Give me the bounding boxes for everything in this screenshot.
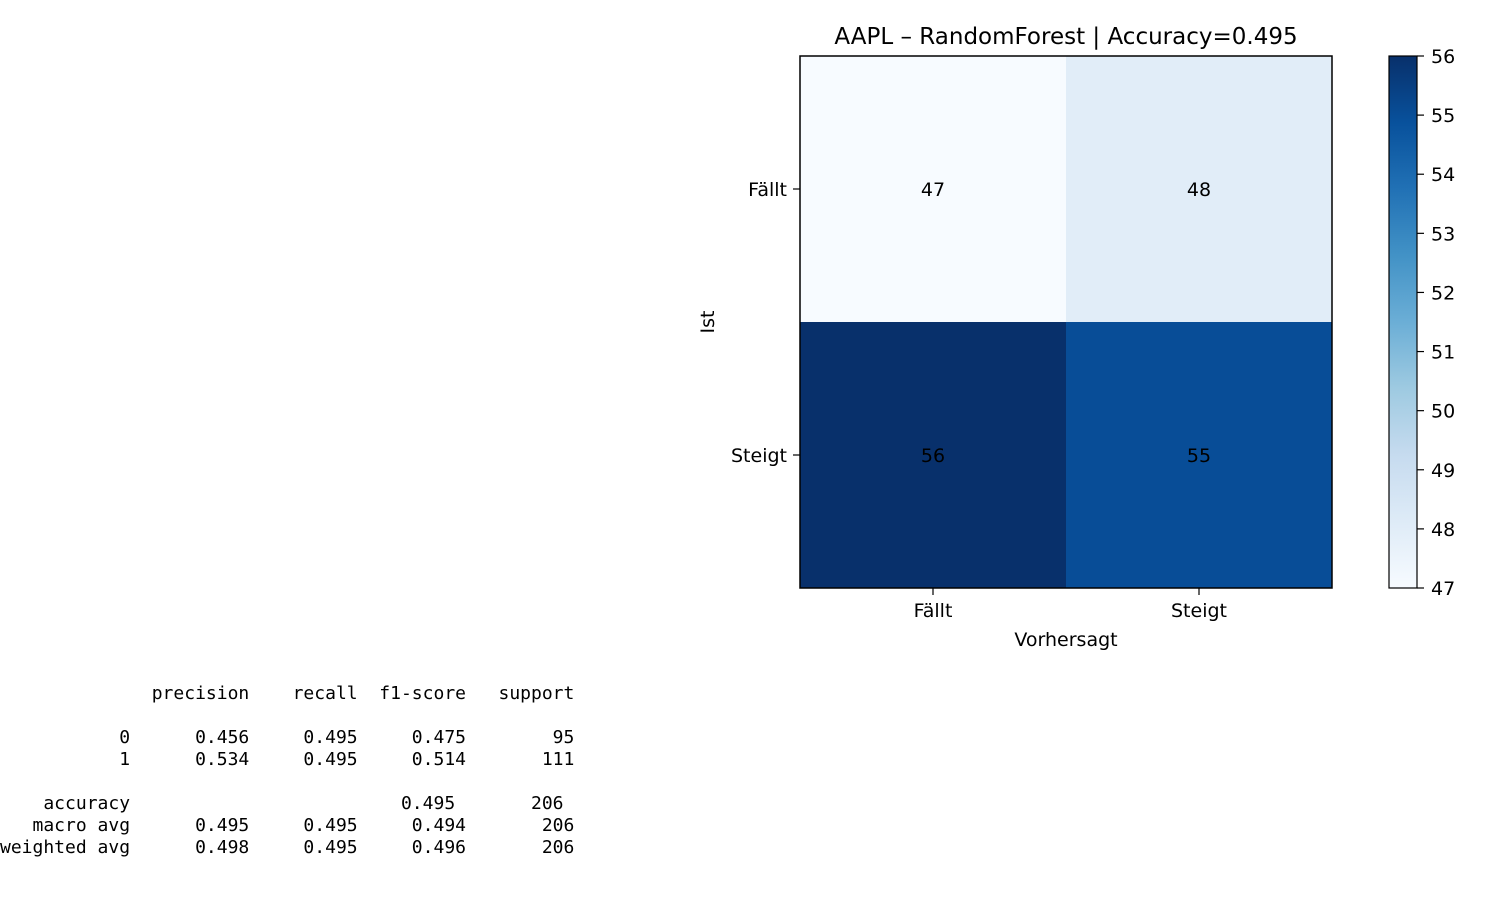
heatmap-cell [1066,56,1332,322]
colorbar-tick-label: 56 [1431,46,1455,68]
colorbar-ticks: 47 48 49 50 51 52 53 54 55 56 [1417,46,1455,600]
cell-value-label: 55 [1187,445,1211,467]
heatmap-frame [799,55,1333,589]
y-tick-label: Fällt [748,179,787,201]
report-line: macro avg 0.495 0.495 0.494 206 [0,815,575,836]
colorbar-tick-label: 54 [1431,164,1455,186]
colorbar-tick-label: 55 [1431,105,1455,127]
y-tick-label: Steigt [731,445,787,467]
report-line: 0 0.456 0.495 0.475 95 [0,727,575,748]
report-line: weighted avg 0.498 0.495 0.496 206 [0,837,575,858]
report-line [0,771,574,793]
chart-title: AAPL – RandomForest | Accuracy=0.495 [834,24,1297,50]
report-line: accuracy 0.495 206 [0,793,564,814]
x-axis-label: Vorhersagt [1014,629,1117,651]
cell-value-label: 56 [921,445,945,467]
y-axis-label: Ist [697,311,719,334]
colorbar-tick-label: 51 [1431,342,1455,364]
heatmap-cell [1066,322,1332,588]
colorbar-tick-label: 49 [1431,460,1455,482]
colorbar-tick-label: 53 [1431,223,1455,245]
heatmap-cells [800,56,1332,588]
colorbar-tick-label: 50 [1431,401,1455,423]
y-axis-ticks: Fällt Steigt [731,179,800,467]
colorbar-tick-label: 47 [1431,578,1455,600]
heatmap-cell-labels: 47 48 56 55 [921,179,1211,467]
heatmap-cell [800,322,1066,588]
cell-value-label: 47 [921,179,945,201]
report-line: precision recall f1-score support [0,683,575,704]
heatmap-cell [800,56,1066,322]
cell-value-label: 48 [1187,179,1211,201]
x-axis-ticks: Fällt Steigt [914,588,1227,622]
classification-report: precision recall f1-score support 0 0.45… [0,683,574,859]
report-line [0,705,574,727]
colorbar [1388,55,1418,589]
report-line: 1 0.534 0.495 0.514 111 [0,749,575,770]
x-tick-label: Fällt [914,600,953,622]
colorbar-tick-label: 48 [1431,519,1455,541]
x-tick-label: Steigt [1171,600,1227,622]
colorbar-tick-label: 52 [1431,282,1455,304]
